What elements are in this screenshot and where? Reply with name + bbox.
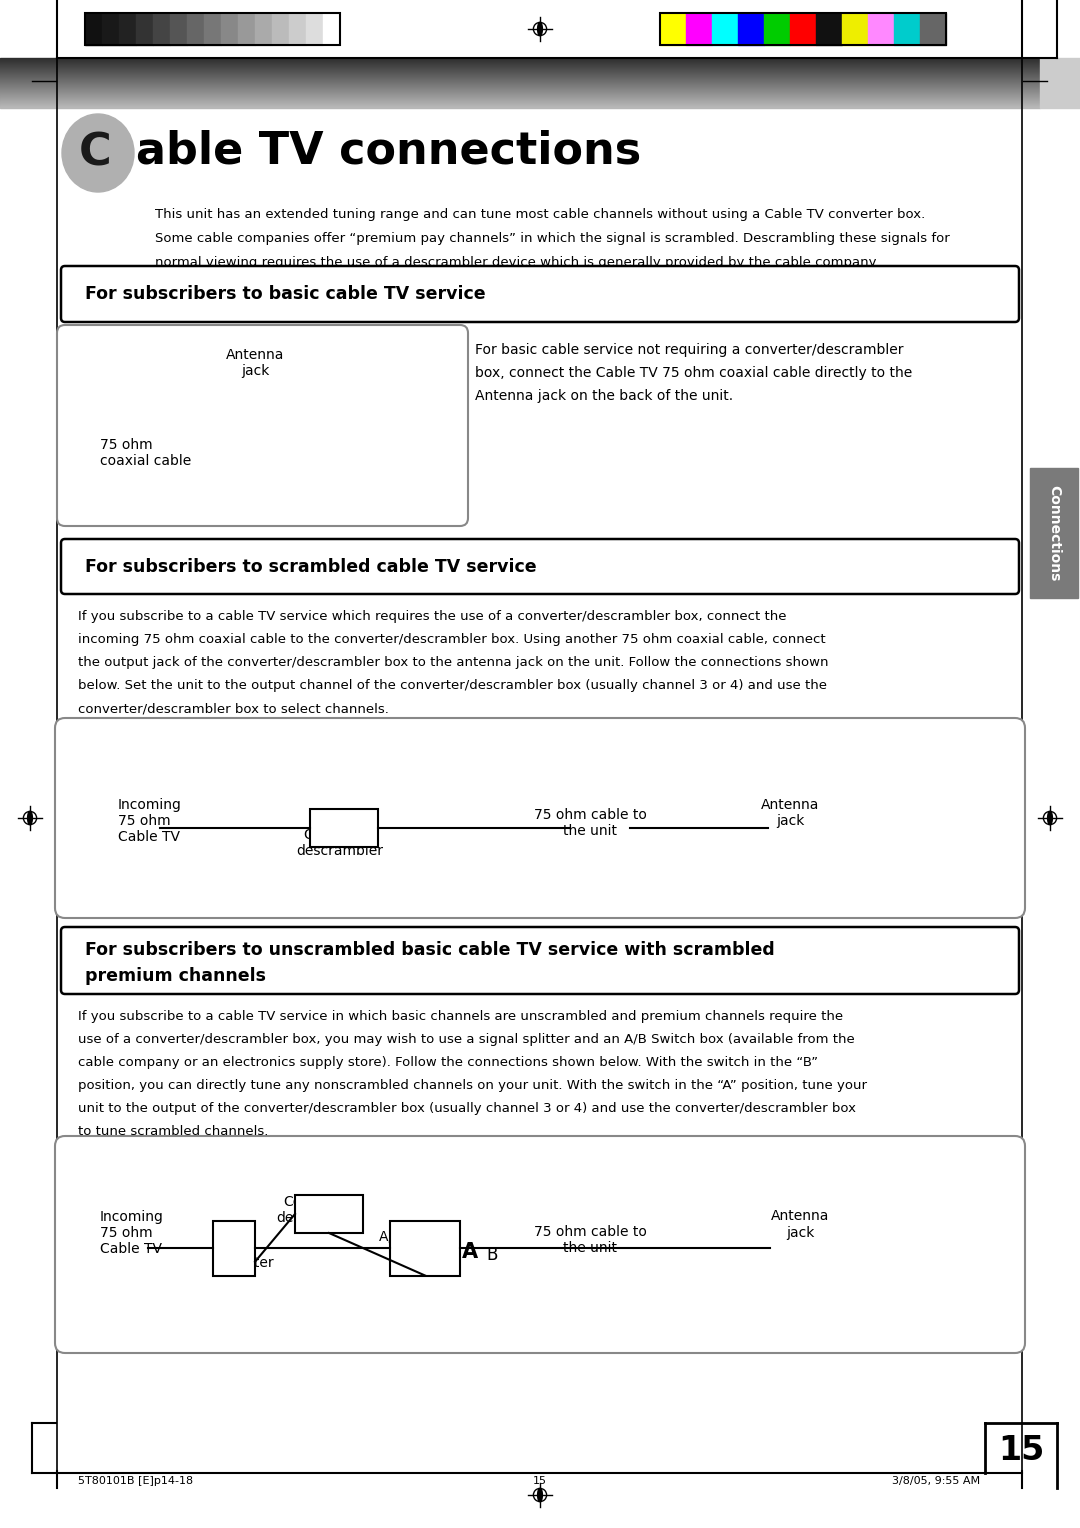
Bar <box>712 14 738 44</box>
Text: A/B switch: A/B switch <box>379 1230 451 1244</box>
Text: able TV connections: able TV connections <box>136 130 642 173</box>
Bar <box>660 14 946 44</box>
Text: normal viewing requires the use of a descrambler device which is generally provi: normal viewing requires the use of a des… <box>156 257 879 269</box>
Bar <box>1040 58 1080 108</box>
Text: Connections: Connections <box>1047 484 1061 581</box>
Bar <box>660 14 686 44</box>
Bar <box>894 14 920 44</box>
Bar <box>323 14 340 44</box>
Ellipse shape <box>538 23 542 35</box>
Bar <box>789 14 816 44</box>
FancyBboxPatch shape <box>57 325 468 526</box>
Text: A: A <box>462 1241 478 1262</box>
Text: 15: 15 <box>534 1476 546 1487</box>
Text: box, connect the Cable TV 75 ohm coaxial cable directly to the: box, connect the Cable TV 75 ohm coaxial… <box>475 367 913 380</box>
FancyBboxPatch shape <box>230 390 280 448</box>
Text: Antenna
jack: Antenna jack <box>226 348 284 379</box>
Bar <box>686 14 712 44</box>
Bar <box>85 14 340 44</box>
FancyBboxPatch shape <box>60 539 1020 594</box>
Bar <box>816 14 842 44</box>
Bar <box>102 14 119 44</box>
Text: 75 ohm cable to
the unit: 75 ohm cable to the unit <box>534 1224 647 1254</box>
FancyBboxPatch shape <box>55 1135 1025 1352</box>
Text: For subscribers to basic cable TV service: For subscribers to basic cable TV servic… <box>85 286 486 303</box>
Text: Some cable companies offer “premium pay channels” in which the signal is scrambl: Some cable companies offer “premium pay … <box>156 232 949 244</box>
Bar <box>920 14 946 44</box>
Text: C: C <box>79 131 111 174</box>
Ellipse shape <box>538 1488 542 1502</box>
Text: This unit has an extended tuning range and can tune most cable channels without : This unit has an extended tuning range a… <box>156 208 926 222</box>
Text: position, you can directly tune any nonscrambled channels on your unit. With the: position, you can directly tune any nons… <box>78 1079 867 1093</box>
Bar <box>170 14 187 44</box>
Bar <box>1030 468 1078 597</box>
Bar <box>187 14 204 44</box>
Text: the output jack of the converter/descrambler box to the antenna jack on the unit: the output jack of the converter/descram… <box>78 656 828 669</box>
Text: 75 ohm
coaxial cable: 75 ohm coaxial cable <box>100 439 191 468</box>
Text: below. Set the unit to the output channel of the converter/descrambler box (usua: below. Set the unit to the output channe… <box>78 678 827 692</box>
Ellipse shape <box>62 115 134 193</box>
Bar <box>238 14 255 44</box>
Text: converter/descrambler box to select channels.: converter/descrambler box to select chan… <box>78 701 389 715</box>
Bar <box>295 1195 363 1233</box>
FancyBboxPatch shape <box>55 718 1025 918</box>
Text: 75 ohm cable to
the unit: 75 ohm cable to the unit <box>534 808 647 839</box>
Text: Splitter: Splitter <box>222 1256 273 1270</box>
Bar <box>738 14 764 44</box>
Ellipse shape <box>1048 811 1052 825</box>
Bar <box>136 14 153 44</box>
Text: Antenna jack on the back of the unit.: Antenna jack on the back of the unit. <box>475 390 733 403</box>
Text: If you subscribe to a cable TV service in which basic channels are unscrambled a: If you subscribe to a cable TV service i… <box>78 1010 843 1024</box>
Text: B: B <box>486 1245 498 1264</box>
Text: incoming 75 ohm coaxial cable to the converter/descrambler box. Using another 75: incoming 75 ohm coaxial cable to the con… <box>78 633 825 646</box>
Text: premium channels: premium channels <box>85 967 266 986</box>
Bar <box>390 1221 460 1276</box>
Text: Converter/
descrambler: Converter/ descrambler <box>276 1195 364 1225</box>
Text: to tune scrambled channels.: to tune scrambled channels. <box>78 1125 268 1138</box>
Text: Incoming
75 ohm
Cable TV: Incoming 75 ohm Cable TV <box>100 1210 164 1256</box>
Text: For subscribers to scrambled cable TV service: For subscribers to scrambled cable TV se… <box>85 558 537 576</box>
Bar <box>204 14 221 44</box>
Bar <box>272 14 289 44</box>
Bar <box>764 14 789 44</box>
Bar <box>255 14 272 44</box>
Bar <box>868 14 894 44</box>
Bar <box>119 14 136 44</box>
Bar <box>85 14 102 44</box>
FancyBboxPatch shape <box>60 266 1020 322</box>
Ellipse shape <box>28 811 32 825</box>
Text: cable company or an electronics supply store). Follow the connections shown belo: cable company or an electronics supply s… <box>78 1056 819 1070</box>
Text: 15: 15 <box>998 1433 1044 1467</box>
Text: unit to the output of the converter/descrambler box (usually channel 3 or 4) and: unit to the output of the converter/desc… <box>78 1102 856 1115</box>
Text: For subscribers to unscrambled basic cable TV service with scrambled: For subscribers to unscrambled basic cab… <box>85 941 774 960</box>
Text: If you subscribe to a cable TV service which requires the use of a converter/des: If you subscribe to a cable TV service w… <box>78 610 786 623</box>
Bar <box>213 1221 255 1276</box>
Text: 3/8/05, 9:55 AM: 3/8/05, 9:55 AM <box>892 1476 980 1487</box>
Text: Antenna
jack: Antenna jack <box>771 1210 829 1239</box>
Text: 5T80101B [E]p14-18: 5T80101B [E]p14-18 <box>78 1476 193 1487</box>
Bar <box>221 14 238 44</box>
Text: For basic cable service not requiring a converter/descrambler: For basic cable service not requiring a … <box>475 342 904 358</box>
FancyBboxPatch shape <box>795 1219 845 1277</box>
Bar <box>153 14 170 44</box>
Bar <box>842 14 868 44</box>
Text: Converter/
descrambler: Converter/ descrambler <box>297 828 383 859</box>
Bar <box>310 808 378 847</box>
Text: Antenna
jack: Antenna jack <box>760 798 820 828</box>
Text: Incoming
75 ohm
Cable TV: Incoming 75 ohm Cable TV <box>118 798 181 845</box>
Bar <box>289 14 306 44</box>
FancyBboxPatch shape <box>60 927 1020 995</box>
Text: use of a converter/descrambler box, you may wish to use a signal splitter and an: use of a converter/descrambler box, you … <box>78 1033 854 1047</box>
FancyBboxPatch shape <box>785 814 835 872</box>
Bar <box>306 14 323 44</box>
